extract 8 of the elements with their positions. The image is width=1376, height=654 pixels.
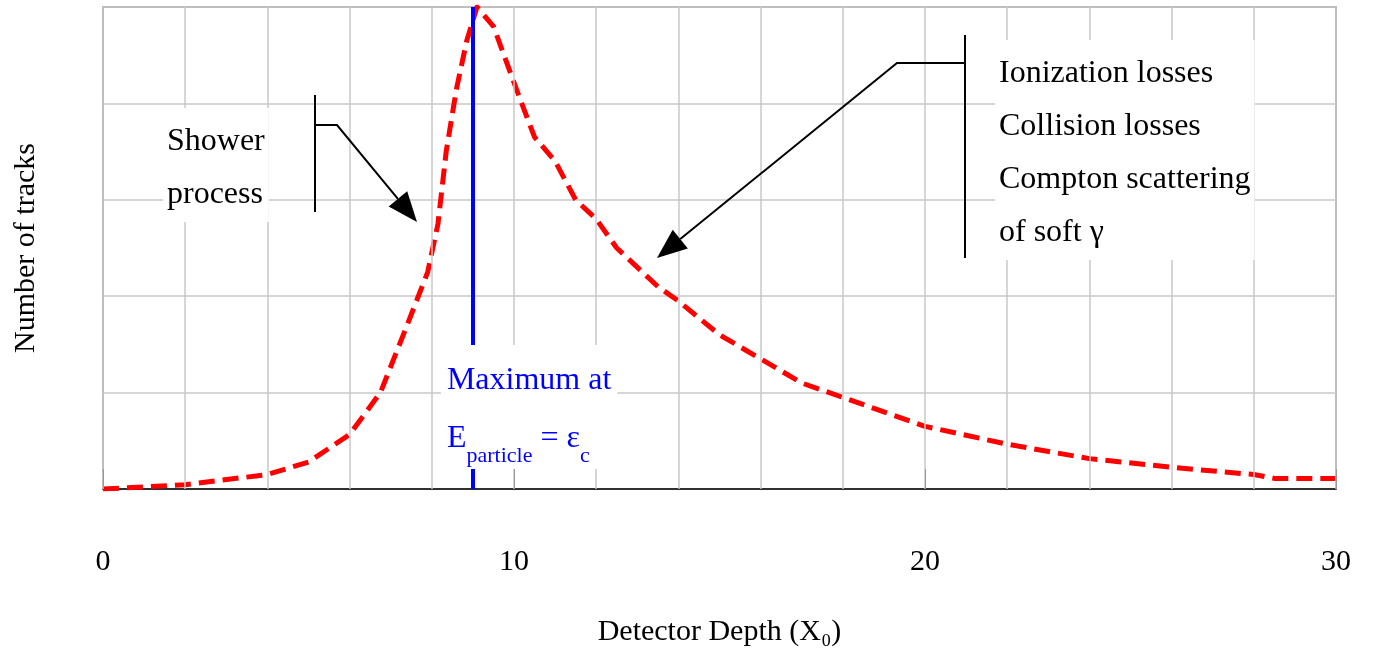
x-tick-label: 10 xyxy=(499,542,529,576)
x-tick-label: 20 xyxy=(910,542,940,576)
x-tick-label: 30 xyxy=(1321,542,1351,576)
y-axis-title: Number of tracks xyxy=(6,143,40,353)
x-axis-title: Detector Depth (X₀) xyxy=(597,612,842,647)
annotation: Ionization losses Collision losses Compton scattering of soft γ xyxy=(999,52,1251,248)
annotation: Shower process xyxy=(167,120,266,210)
x-tick-label: 0 xyxy=(95,542,111,576)
